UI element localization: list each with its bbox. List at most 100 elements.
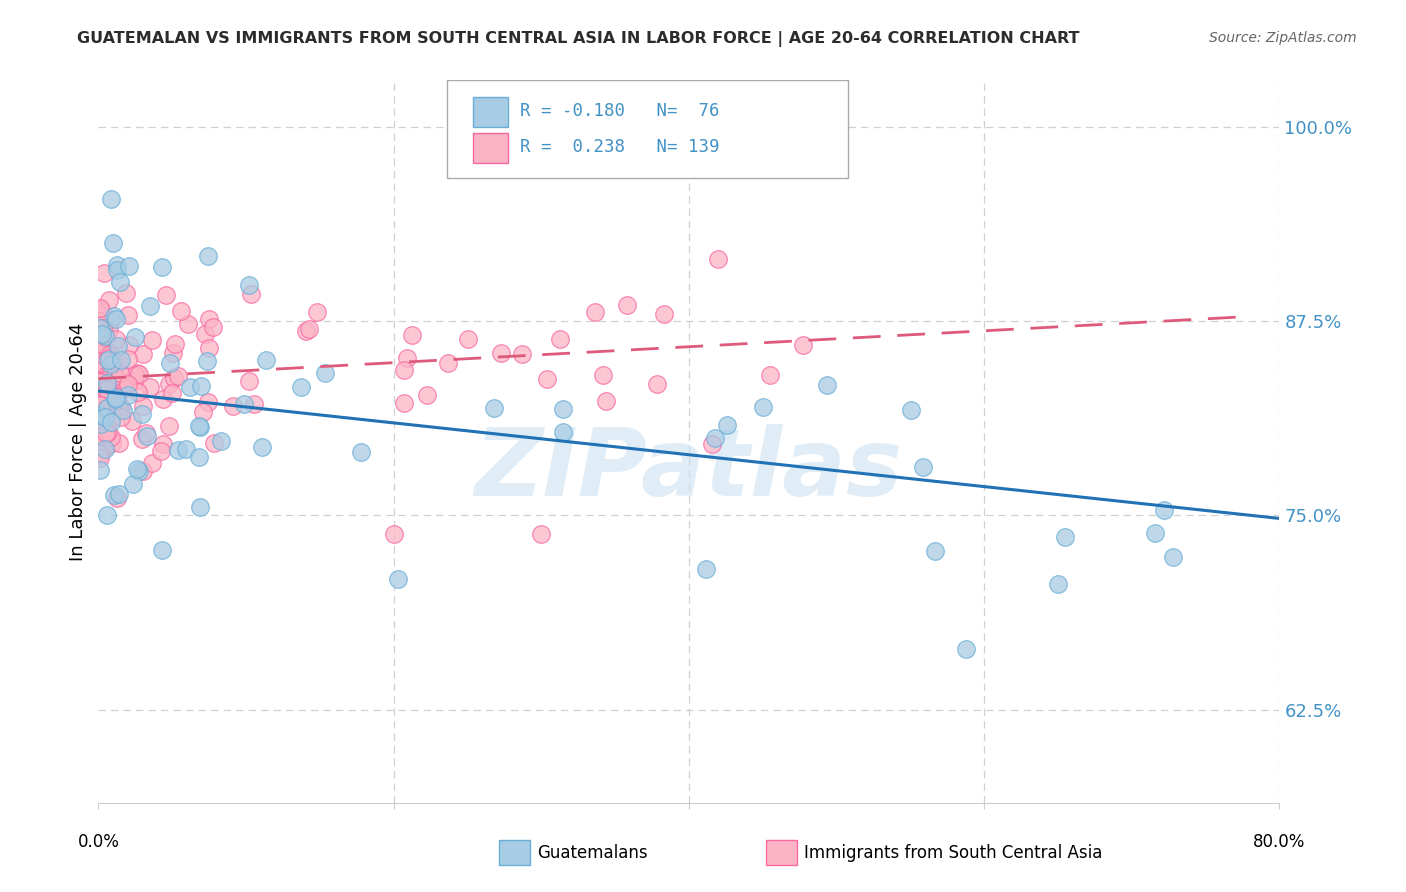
Point	[110, 383, 132, 397]
Point	[103, 353, 125, 368]
Point	[89, 398, 111, 412]
FancyBboxPatch shape	[472, 133, 508, 163]
Point	[94, 328, 117, 343]
Point	[105, 491, 128, 505]
Point	[89, 301, 111, 315]
Point	[392, 363, 415, 377]
Point	[94, 440, 117, 454]
Point	[645, 377, 668, 392]
Point	[101, 409, 124, 424]
Point	[157, 418, 180, 433]
Point	[105, 372, 128, 386]
Point	[105, 258, 128, 272]
Point	[100, 415, 122, 429]
Point	[187, 419, 209, 434]
Point	[89, 382, 111, 396]
Point	[150, 542, 173, 557]
Point	[530, 527, 553, 541]
FancyBboxPatch shape	[447, 80, 848, 178]
Point	[127, 366, 149, 380]
Point	[121, 414, 143, 428]
Point	[135, 429, 157, 443]
Point	[1153, 502, 1175, 516]
Point	[97, 323, 120, 337]
Point	[122, 374, 145, 388]
Point	[1143, 526, 1166, 541]
Point	[101, 435, 124, 450]
Point	[131, 432, 153, 446]
Point	[115, 286, 138, 301]
Point	[163, 336, 186, 351]
Point	[112, 383, 135, 397]
Point	[1053, 530, 1076, 544]
Text: GUATEMALAN VS IMMIGRANTS FROM SOUTH CENTRAL ASIA IN LABOR FORCE | AGE 20-64 CORR: GUATEMALAN VS IMMIGRANTS FROM SOUTH CENT…	[77, 31, 1080, 47]
Point	[105, 391, 128, 405]
Point	[91, 327, 114, 342]
Point	[387, 572, 409, 586]
Point	[100, 313, 122, 327]
Point	[110, 410, 132, 425]
Point	[93, 373, 115, 387]
Point	[96, 508, 118, 523]
Point	[758, 368, 780, 383]
Point	[124, 368, 146, 382]
Point	[90, 361, 112, 376]
Point	[1047, 577, 1070, 591]
Point	[89, 409, 111, 423]
Point	[197, 395, 219, 409]
Point	[401, 328, 423, 343]
Point	[89, 379, 111, 393]
Text: ZIPatlas: ZIPatlas	[475, 425, 903, 516]
Point	[90, 374, 112, 388]
Point	[209, 434, 232, 448]
Point	[955, 642, 977, 657]
Point	[162, 346, 184, 360]
Point	[551, 401, 574, 416]
Point	[233, 397, 256, 411]
Point	[350, 445, 373, 459]
Point	[128, 367, 150, 381]
Point	[190, 379, 212, 393]
Point	[96, 376, 118, 390]
Point	[117, 351, 139, 366]
Point	[89, 463, 111, 477]
Point	[89, 301, 111, 316]
Point	[108, 366, 131, 380]
Text: R =  0.238   N= 139: R = 0.238 N= 139	[520, 138, 720, 156]
Point	[589, 159, 612, 173]
Point	[197, 249, 219, 263]
Point	[91, 428, 114, 442]
Point	[314, 366, 336, 380]
Point	[131, 347, 153, 361]
Point	[128, 464, 150, 478]
Point	[93, 402, 115, 417]
Text: 0.0%: 0.0%	[77, 833, 120, 851]
Point	[97, 350, 120, 364]
Point	[294, 324, 316, 338]
Point	[93, 442, 115, 457]
Point	[202, 435, 225, 450]
Point	[290, 380, 312, 394]
Point	[170, 303, 193, 318]
Point	[96, 389, 118, 403]
Point	[512, 347, 534, 361]
Point	[128, 385, 150, 400]
Point	[90, 417, 112, 431]
Point	[141, 456, 163, 470]
FancyBboxPatch shape	[472, 97, 508, 128]
Point	[152, 437, 174, 451]
Point	[117, 388, 139, 402]
Point	[98, 351, 121, 365]
Point	[89, 349, 111, 363]
Point	[132, 464, 155, 478]
Point	[163, 370, 186, 384]
Point	[616, 298, 638, 312]
Point	[93, 267, 115, 281]
Point	[108, 436, 131, 450]
Point	[703, 431, 725, 445]
Point	[307, 305, 329, 319]
Point	[96, 378, 118, 392]
Text: 80.0%: 80.0%	[1253, 833, 1306, 851]
Point	[94, 426, 117, 441]
Point	[96, 402, 118, 417]
